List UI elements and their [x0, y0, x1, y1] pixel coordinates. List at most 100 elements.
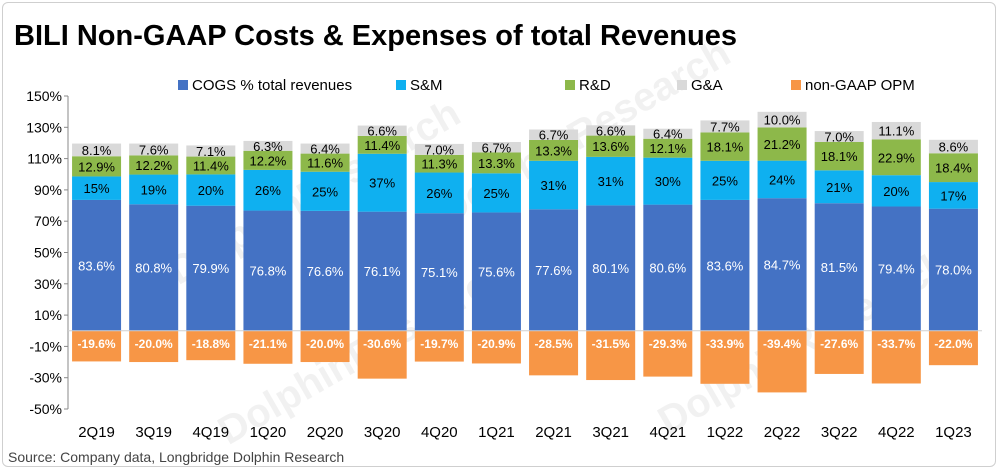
data-label: 31% [598, 174, 624, 189]
data-label: 77.6% [535, 263, 572, 278]
bar-segment-non-gaap-opm [928, 330, 978, 366]
data-label: -31.5% [592, 337, 630, 351]
data-label: -19.7% [420, 337, 458, 351]
legend-label: R&D [579, 77, 611, 94]
data-label: 22.9% [878, 150, 915, 165]
data-label: -33.7% [877, 337, 915, 351]
data-label: 13.3% [535, 143, 572, 158]
x-tick-label: 4Q21 [649, 424, 686, 441]
bar-segment-r-d [814, 142, 864, 171]
bar-segment-r-d [414, 154, 464, 173]
data-label: 84.7% [764, 257, 801, 272]
data-label: -28.5% [535, 337, 573, 351]
bar-segment-cogs-total-revenues [186, 205, 236, 331]
bar-segment-non-gaap-opm [300, 330, 350, 363]
x-tick-label: 3Q19 [135, 424, 172, 441]
bar-segment-cogs-total-revenues [471, 212, 521, 331]
bar-segment-r-d [928, 153, 978, 183]
y-tick-label: 70% [34, 213, 62, 229]
data-label: 11.3% [421, 157, 457, 172]
bar-segment-cogs-total-revenues [129, 204, 179, 331]
bar-segment-s-m [871, 175, 921, 207]
bar-segment-non-gaap-opm [700, 330, 750, 384]
data-label: 11.4% [193, 158, 229, 173]
bar-segment-r-d [871, 139, 921, 176]
bar-segment-g-a [72, 143, 122, 157]
x-tick-label: 1Q23 [935, 424, 972, 441]
data-label: 21% [826, 180, 852, 195]
bar-segment-cogs-total-revenues [871, 206, 921, 331]
data-label: 76.6% [307, 264, 344, 279]
bar-segment-cogs-total-revenues [928, 208, 978, 331]
x-tick-label: 3Q20 [364, 424, 401, 441]
bar-segment-s-m [928, 182, 978, 209]
bar-segment-cogs-total-revenues [586, 205, 636, 331]
y-tick-label: 50% [34, 245, 62, 261]
source-note: Source: Company data, Longbridge Dolphin… [8, 449, 345, 465]
data-label: -39.4% [763, 337, 801, 351]
bar-segment-g-a [700, 120, 750, 133]
data-label: 7.0% [824, 130, 854, 145]
data-label: 31% [541, 178, 567, 193]
bar-segment-r-d [643, 138, 693, 158]
bar-segment-cogs-total-revenues [814, 203, 864, 331]
bar-segment-non-gaap-opm [357, 330, 407, 379]
x-tick-label: 4Q19 [192, 424, 229, 441]
bar-segment-non-gaap-opm [72, 330, 122, 362]
x-tick-label: 4Q20 [421, 424, 458, 441]
data-label: 76.8% [250, 264, 287, 279]
data-label: 6.7% [539, 128, 569, 143]
bar-segment-cogs-total-revenues [414, 213, 464, 331]
data-label: -19.6% [78, 337, 116, 351]
bar-segment-non-gaap-opm [586, 330, 636, 381]
data-label: 24% [769, 172, 795, 187]
bar-segment-r-d [300, 153, 350, 172]
data-label: 11.1% [878, 124, 914, 139]
data-label: -33.9% [706, 337, 744, 351]
x-tick-label: 2Q19 [78, 424, 115, 441]
bar-segment-s-m [643, 157, 693, 205]
bar-segment-non-gaap-opm [414, 330, 464, 362]
data-label: 6.4% [310, 142, 340, 157]
data-label: 11.6% [307, 156, 343, 171]
chart-legend: COGS % total revenues S&M R&D G&A non-GAAP O… [178, 77, 915, 94]
data-label: -20.0% [135, 337, 173, 351]
bar-segment-g-a [586, 125, 636, 136]
bar-segment-cogs-total-revenues [643, 204, 693, 331]
bar-segment-g-a [529, 129, 579, 140]
bar-segment-g-a [471, 142, 521, 153]
bar-segment-r-d [72, 156, 122, 177]
bar-segment-r-d [529, 139, 579, 161]
data-label: 18.1% [707, 140, 744, 155]
bar-segment-cogs-total-revenues [300, 210, 350, 331]
data-label: 7.1% [196, 144, 226, 159]
bar-segment-r-d [700, 132, 750, 161]
x-tick-label: 2Q22 [764, 424, 801, 441]
x-tick-label: 1Q22 [707, 424, 744, 441]
data-label: 76.1% [364, 264, 401, 279]
y-tick-label: 110% [27, 151, 62, 167]
data-label: 11.4% [364, 138, 400, 153]
y-tick-label: -30% [29, 370, 62, 386]
data-label: 26% [255, 183, 281, 198]
bar-segment-g-a [300, 143, 350, 154]
x-tick-label: 3Q22 [821, 424, 858, 441]
bar-segment-non-gaap-opm [243, 330, 293, 364]
y-tick-label: 130% [26, 119, 62, 135]
bar-segment-non-gaap-opm [814, 330, 864, 374]
data-label: 37% [369, 176, 395, 191]
data-label: 12.2% [135, 158, 172, 173]
bar-segment-non-gaap-opm [186, 330, 236, 361]
data-label: 13.6% [592, 139, 629, 154]
bar-segment-s-m [700, 160, 750, 200]
data-label: 78.0% [935, 263, 972, 278]
data-label: 12.9% [78, 159, 115, 174]
bar-segment-cogs-total-revenues [72, 199, 122, 331]
bars: 83.6%15%12.9%8.1%-19.6%80.8%19%12.2%7.6%… [68, 111, 982, 393]
data-label: 10.0% [764, 113, 801, 128]
bar-segment-non-gaap-opm [643, 330, 693, 377]
data-label: 80.1% [592, 261, 629, 276]
data-label: 75.6% [478, 265, 515, 280]
legend-label: non-GAAP OPM [805, 77, 915, 94]
